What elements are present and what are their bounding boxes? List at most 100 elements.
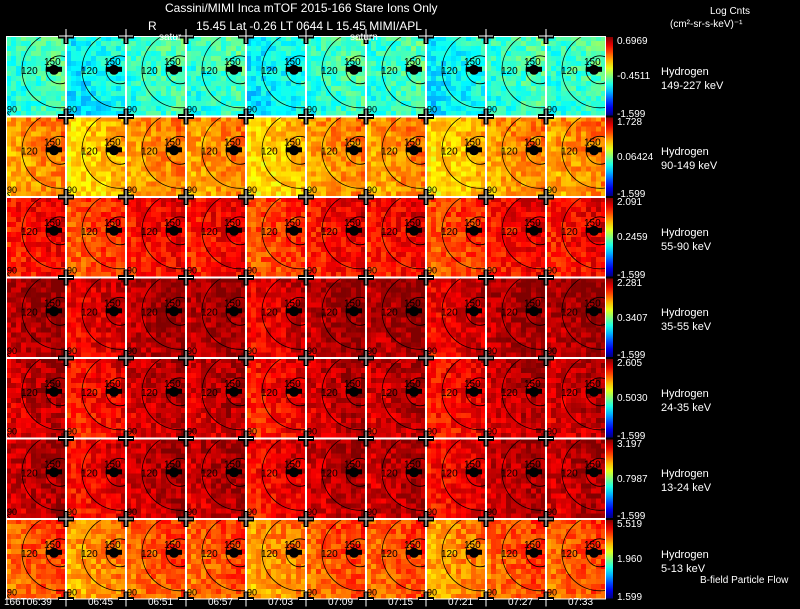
grid-cross-marker xyxy=(238,28,254,44)
contour-label: 120 xyxy=(501,307,518,318)
time-tick-label: 07:27 xyxy=(508,597,534,608)
contour-label: 120 xyxy=(81,227,98,238)
contour-label: 90 xyxy=(247,346,257,356)
contour-line xyxy=(585,377,606,407)
contour-line xyxy=(165,296,186,326)
grid-cross-marker xyxy=(418,189,434,205)
grid-cross-marker xyxy=(238,189,254,205)
contour-line xyxy=(45,296,66,326)
contour-line xyxy=(525,135,546,165)
grid-cross-marker xyxy=(118,108,134,125)
contour-label: 90 xyxy=(547,105,557,115)
image-panel: 120 150 90 xyxy=(66,197,126,278)
contour-label: 120 xyxy=(261,388,278,399)
energy-range: 35-55 keV xyxy=(661,321,712,334)
image-panel: 120 150 90 xyxy=(246,519,306,600)
image-panel: 120 150 90 xyxy=(426,519,486,600)
contour-label: 120 xyxy=(21,227,38,238)
contour-label: 90 xyxy=(7,507,17,517)
contour-label: 120 xyxy=(201,388,218,399)
contour-line xyxy=(465,55,486,85)
contour-line xyxy=(261,438,306,511)
image-panel: 120 150 90 xyxy=(66,277,126,358)
colorbar-min-label: -1.599 xyxy=(617,511,646,522)
contour-label: 120 xyxy=(81,549,98,560)
image-panel: 120 150 90 xyxy=(246,36,306,117)
contour-label: 150 xyxy=(344,459,361,470)
contour-label: 90 xyxy=(187,588,197,598)
colorbar-mid-label: 0.3407 xyxy=(617,312,648,324)
contour-line xyxy=(45,538,66,568)
species-name: Hydrogen xyxy=(661,468,709,481)
contour-line xyxy=(105,135,126,165)
grid-cross-marker xyxy=(478,350,494,366)
contour-line xyxy=(225,55,246,85)
grid-cross-marker xyxy=(478,28,494,44)
contour-line xyxy=(321,358,366,431)
contour-line xyxy=(405,55,426,85)
grid-cross-marker xyxy=(538,430,554,447)
image-panel: 120 150 90 xyxy=(186,36,246,117)
contour-label: 120 xyxy=(381,66,398,77)
contour-line xyxy=(225,457,246,487)
species-energy-label: Hydrogen 55-90 keV xyxy=(661,226,711,254)
contour-line xyxy=(45,135,66,165)
contour-label: 120 xyxy=(501,549,518,560)
contour-label: 150 xyxy=(524,57,541,68)
contour-label: 150 xyxy=(584,540,601,551)
contour-line xyxy=(585,55,606,85)
contour-line xyxy=(441,438,486,511)
contour-line xyxy=(381,277,426,350)
colorbar xyxy=(606,520,613,599)
image-panel: 120 150 90 xyxy=(486,277,546,358)
contour-label: 90 xyxy=(187,507,197,517)
grid-cross-marker xyxy=(178,430,194,447)
contour-label: 90 xyxy=(247,266,257,276)
colorbar-max-label: 2.091 xyxy=(617,197,643,208)
image-panel: 120 150 90 xyxy=(366,116,426,197)
contour-line xyxy=(405,216,426,246)
image-panel: 120 150 90 xyxy=(366,277,426,358)
contour-label: 120 xyxy=(81,146,98,157)
grid-cross-marker xyxy=(418,591,434,608)
contour-label: 90 xyxy=(427,507,437,517)
colorbar-mid-label: 0.2459 xyxy=(617,232,648,244)
image-panel: 120 150 90 xyxy=(246,116,306,197)
image-panel: 120 150 90 xyxy=(66,116,126,197)
contour-line xyxy=(525,296,546,326)
contour-line xyxy=(141,116,186,189)
contour-label: 150 xyxy=(44,540,61,551)
contour-line xyxy=(105,538,126,568)
contour-label: 150 xyxy=(404,540,421,551)
contour-label: 90 xyxy=(367,588,377,598)
contour-label: 120 xyxy=(501,388,518,399)
contour-label: 150 xyxy=(344,137,361,148)
contour-label: 90 xyxy=(367,105,377,115)
colorbar xyxy=(606,278,613,357)
contour-label: 120 xyxy=(261,66,278,77)
contour-label: 150 xyxy=(584,137,601,148)
image-panel: 120 150 90 xyxy=(126,519,186,600)
contour-label: 120 xyxy=(201,66,218,77)
grid-cross-marker xyxy=(538,350,554,366)
grid-cross-marker xyxy=(118,430,134,447)
colorbar xyxy=(606,359,613,438)
contour-line xyxy=(165,216,186,246)
contour-label: 90 xyxy=(7,266,17,276)
contour-label: 90 xyxy=(547,266,557,276)
contour-line xyxy=(465,296,486,326)
contour-label: 120 xyxy=(321,146,338,157)
colorbar-mid-label: 1.960 xyxy=(617,554,643,566)
contour-label: 90 xyxy=(7,427,17,437)
contour-line xyxy=(321,519,366,592)
contour-line xyxy=(381,116,426,189)
species-name: Hydrogen xyxy=(661,307,709,320)
contour-label: 150 xyxy=(104,379,121,390)
contour-line xyxy=(165,377,186,407)
image-panel: 120 150 90 xyxy=(6,438,66,519)
contour-label: 150 xyxy=(284,298,301,309)
colorbar-min-label: 1.599 xyxy=(617,591,643,603)
contour-label: 120 xyxy=(261,468,278,479)
colorbar-mid-label: 0.06424 xyxy=(617,151,654,163)
contour-line xyxy=(405,377,426,407)
